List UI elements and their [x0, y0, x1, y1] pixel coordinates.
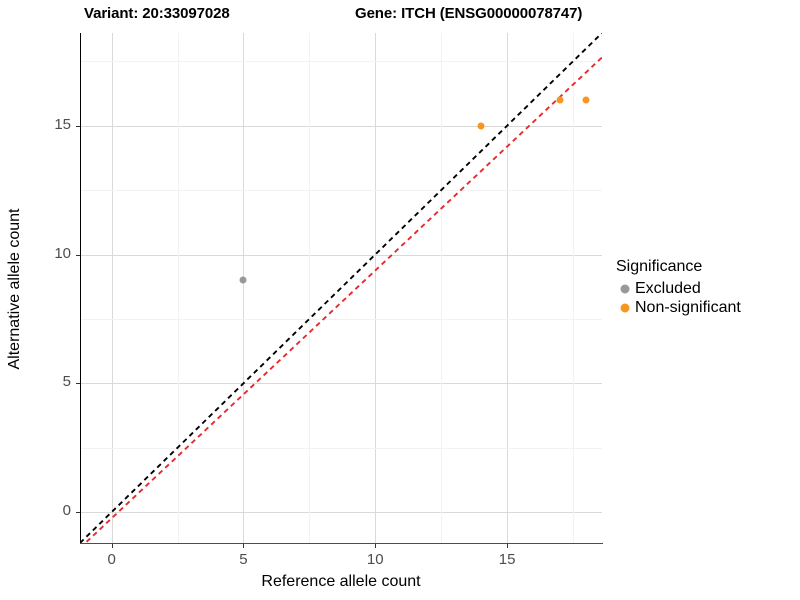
legend-key-dot-icon — [616, 298, 633, 317]
gridline-vertical — [507, 33, 508, 543]
gridline-vertical — [573, 33, 574, 543]
legend-key-dot-icon — [616, 279, 633, 298]
gridline-horizontal — [80, 448, 602, 449]
y-tick — [76, 383, 80, 385]
legend-items: Excluded Non-significant — [616, 279, 741, 317]
gridline-vertical — [243, 33, 244, 543]
gridline-horizontal — [80, 126, 602, 127]
data-point — [477, 122, 485, 130]
gridline-vertical — [178, 33, 179, 543]
y-tick — [76, 125, 80, 127]
y-tick-label: 0 — [62, 502, 71, 520]
x-tick-label: 10 — [366, 551, 384, 568]
x-axis-title: Reference allele count — [261, 573, 421, 590]
reference-line-fitted — [83, 56, 602, 543]
legend-item: Non-significant — [616, 298, 741, 317]
y-tick-label: 5 — [62, 373, 71, 391]
legend-item-label: Non-significant — [635, 298, 741, 316]
gene-title: Gene: ITCH (ENSG00000078747) — [355, 5, 583, 22]
gridline-horizontal — [80, 61, 602, 62]
gridline-horizontal — [80, 383, 602, 384]
variant-title: Variant: 20:33097028 — [84, 5, 230, 22]
reference-lines — [80, 33, 602, 543]
gridline-vertical — [375, 33, 376, 543]
x-tick-label: 0 — [107, 551, 116, 568]
legend-item: Excluded — [616, 279, 741, 298]
data-point — [239, 276, 247, 284]
legend-item-label: Excluded — [635, 279, 701, 297]
x-tick — [111, 544, 113, 548]
gridline-vertical — [309, 33, 310, 543]
gridline-horizontal — [80, 255, 602, 256]
x-tick-label: 15 — [498, 551, 516, 568]
gridline-horizontal — [80, 319, 602, 320]
data-point — [556, 96, 564, 104]
y-tick-label: 10 — [54, 244, 71, 262]
x-tick — [243, 544, 245, 548]
gridline-horizontal — [80, 512, 602, 513]
x-tick — [507, 544, 509, 548]
legend-title: Significance — [616, 258, 703, 275]
y-axis-line — [80, 33, 81, 543]
x-tick-label: 5 — [239, 551, 248, 568]
gridline-horizontal — [80, 190, 602, 191]
gridline-vertical — [112, 33, 113, 543]
data-point — [582, 96, 590, 104]
x-tick — [375, 544, 377, 548]
x-axis-line — [80, 543, 603, 544]
y-tick — [76, 254, 80, 256]
plot-panel — [80, 33, 602, 543]
legend: Significance Excluded Non-significant — [616, 258, 741, 317]
y-tick — [76, 512, 80, 514]
gridline-vertical — [441, 33, 442, 543]
reference-line-identity — [80, 33, 602, 543]
y-tick-label: 15 — [54, 115, 71, 133]
y-axis-title: Alternative allele count — [6, 208, 23, 370]
